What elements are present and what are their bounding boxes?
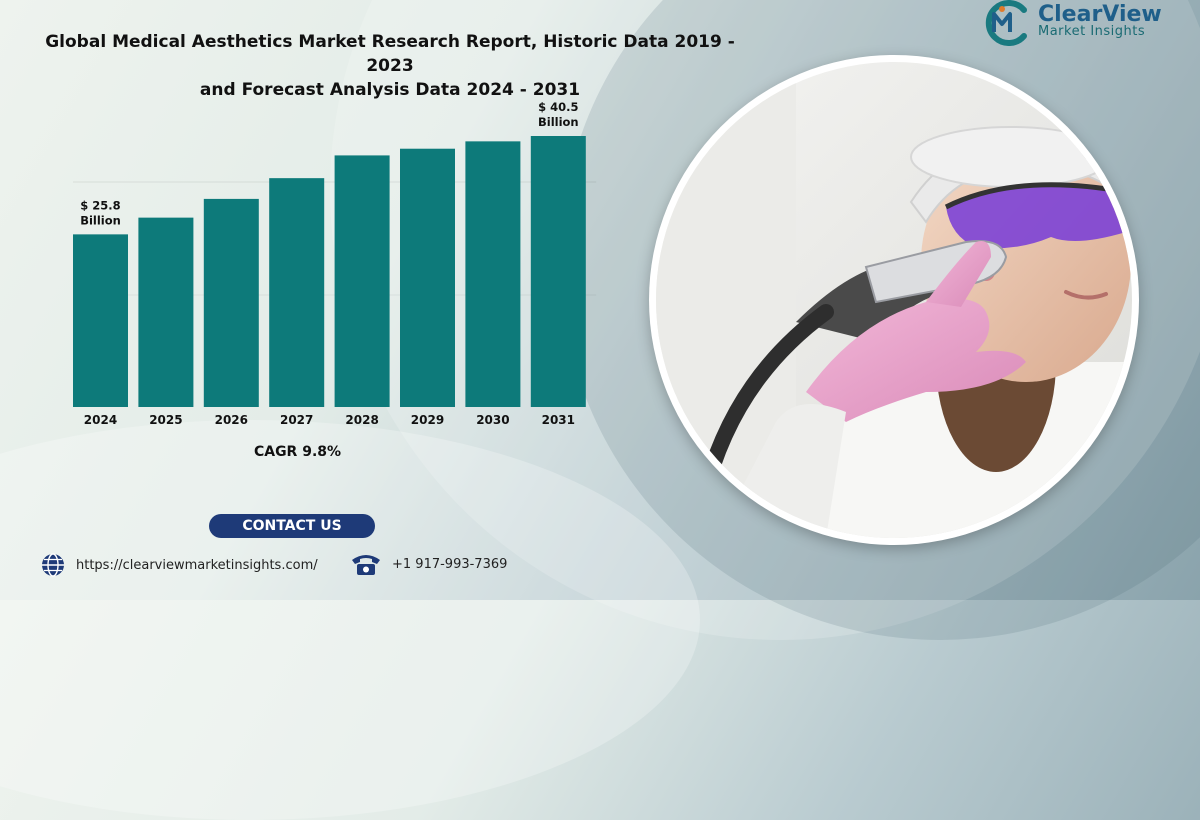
- bar-2027: [269, 178, 325, 407]
- laser-treatment-photo: [656, 62, 1132, 538]
- x-tick-label: 2029: [411, 413, 444, 427]
- phone-link[interactable]: +1 917-993-7369: [350, 552, 507, 576]
- logo-tagline: Market Insights: [1038, 24, 1146, 39]
- bar-2026: [203, 198, 259, 407]
- clearview-logo-mark: [985, 0, 1027, 46]
- bar-chart: 2024 2025 2026 2027 2028 2029 2030 2031$ 25.8Bi…: [73, 100, 597, 427]
- logo-name: ClearView: [1038, 2, 1162, 27]
- x-tick-label: 2026: [215, 413, 248, 427]
- bar-2024: [73, 234, 128, 407]
- bar-2031: [530, 136, 586, 407]
- bar-2030: [465, 141, 521, 407]
- contact-us-button[interactable]: CONTACT US: [209, 514, 375, 538]
- website-link[interactable]: https://clearviewmarketinsights.com/: [40, 552, 318, 578]
- data-label-unit: Billion: [538, 115, 579, 129]
- x-tick-label: 2024: [84, 413, 117, 427]
- cagr-label: CAGR 9.8%: [253, 444, 342, 460]
- company-logo: ClearView Market Insights: [980, 0, 1162, 46]
- report-title: Global Medical Aesthetics Market Researc…: [20, 30, 760, 102]
- phone-number[interactable]: +1 917-993-7369: [392, 556, 508, 572]
- globe-icon: [42, 553, 64, 577]
- website-url[interactable]: https://clearviewmarketinsights.com/: [76, 557, 318, 573]
- x-tick-label: 2031: [542, 413, 575, 427]
- treatment-photo-frame: [649, 55, 1139, 545]
- x-tick-label: 2025: [149, 413, 182, 427]
- x-tick-label: 2027: [280, 413, 313, 427]
- bar-2029: [400, 148, 455, 408]
- data-label-value: $ 40.5: [538, 100, 578, 114]
- telephone-icon: [352, 555, 380, 575]
- title-line-2: and Forecast Analysis Data 2024 - 2031: [199, 80, 581, 100]
- data-label-value: $ 25.8: [80, 198, 120, 212]
- x-tick-label: 2030: [476, 413, 509, 427]
- title-line-1: Global Medical Aesthetics Market Researc…: [45, 32, 735, 76]
- x-tick-label: 2028: [345, 413, 378, 427]
- bar-2025: [138, 217, 194, 407]
- photo-illustration: [656, 62, 1132, 538]
- bar-2028: [334, 155, 390, 407]
- data-label-unit: Billion: [80, 213, 121, 227]
